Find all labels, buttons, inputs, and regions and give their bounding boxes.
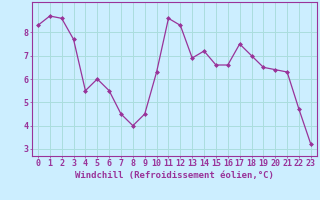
X-axis label: Windchill (Refroidissement éolien,°C): Windchill (Refroidissement éolien,°C) — [75, 171, 274, 180]
